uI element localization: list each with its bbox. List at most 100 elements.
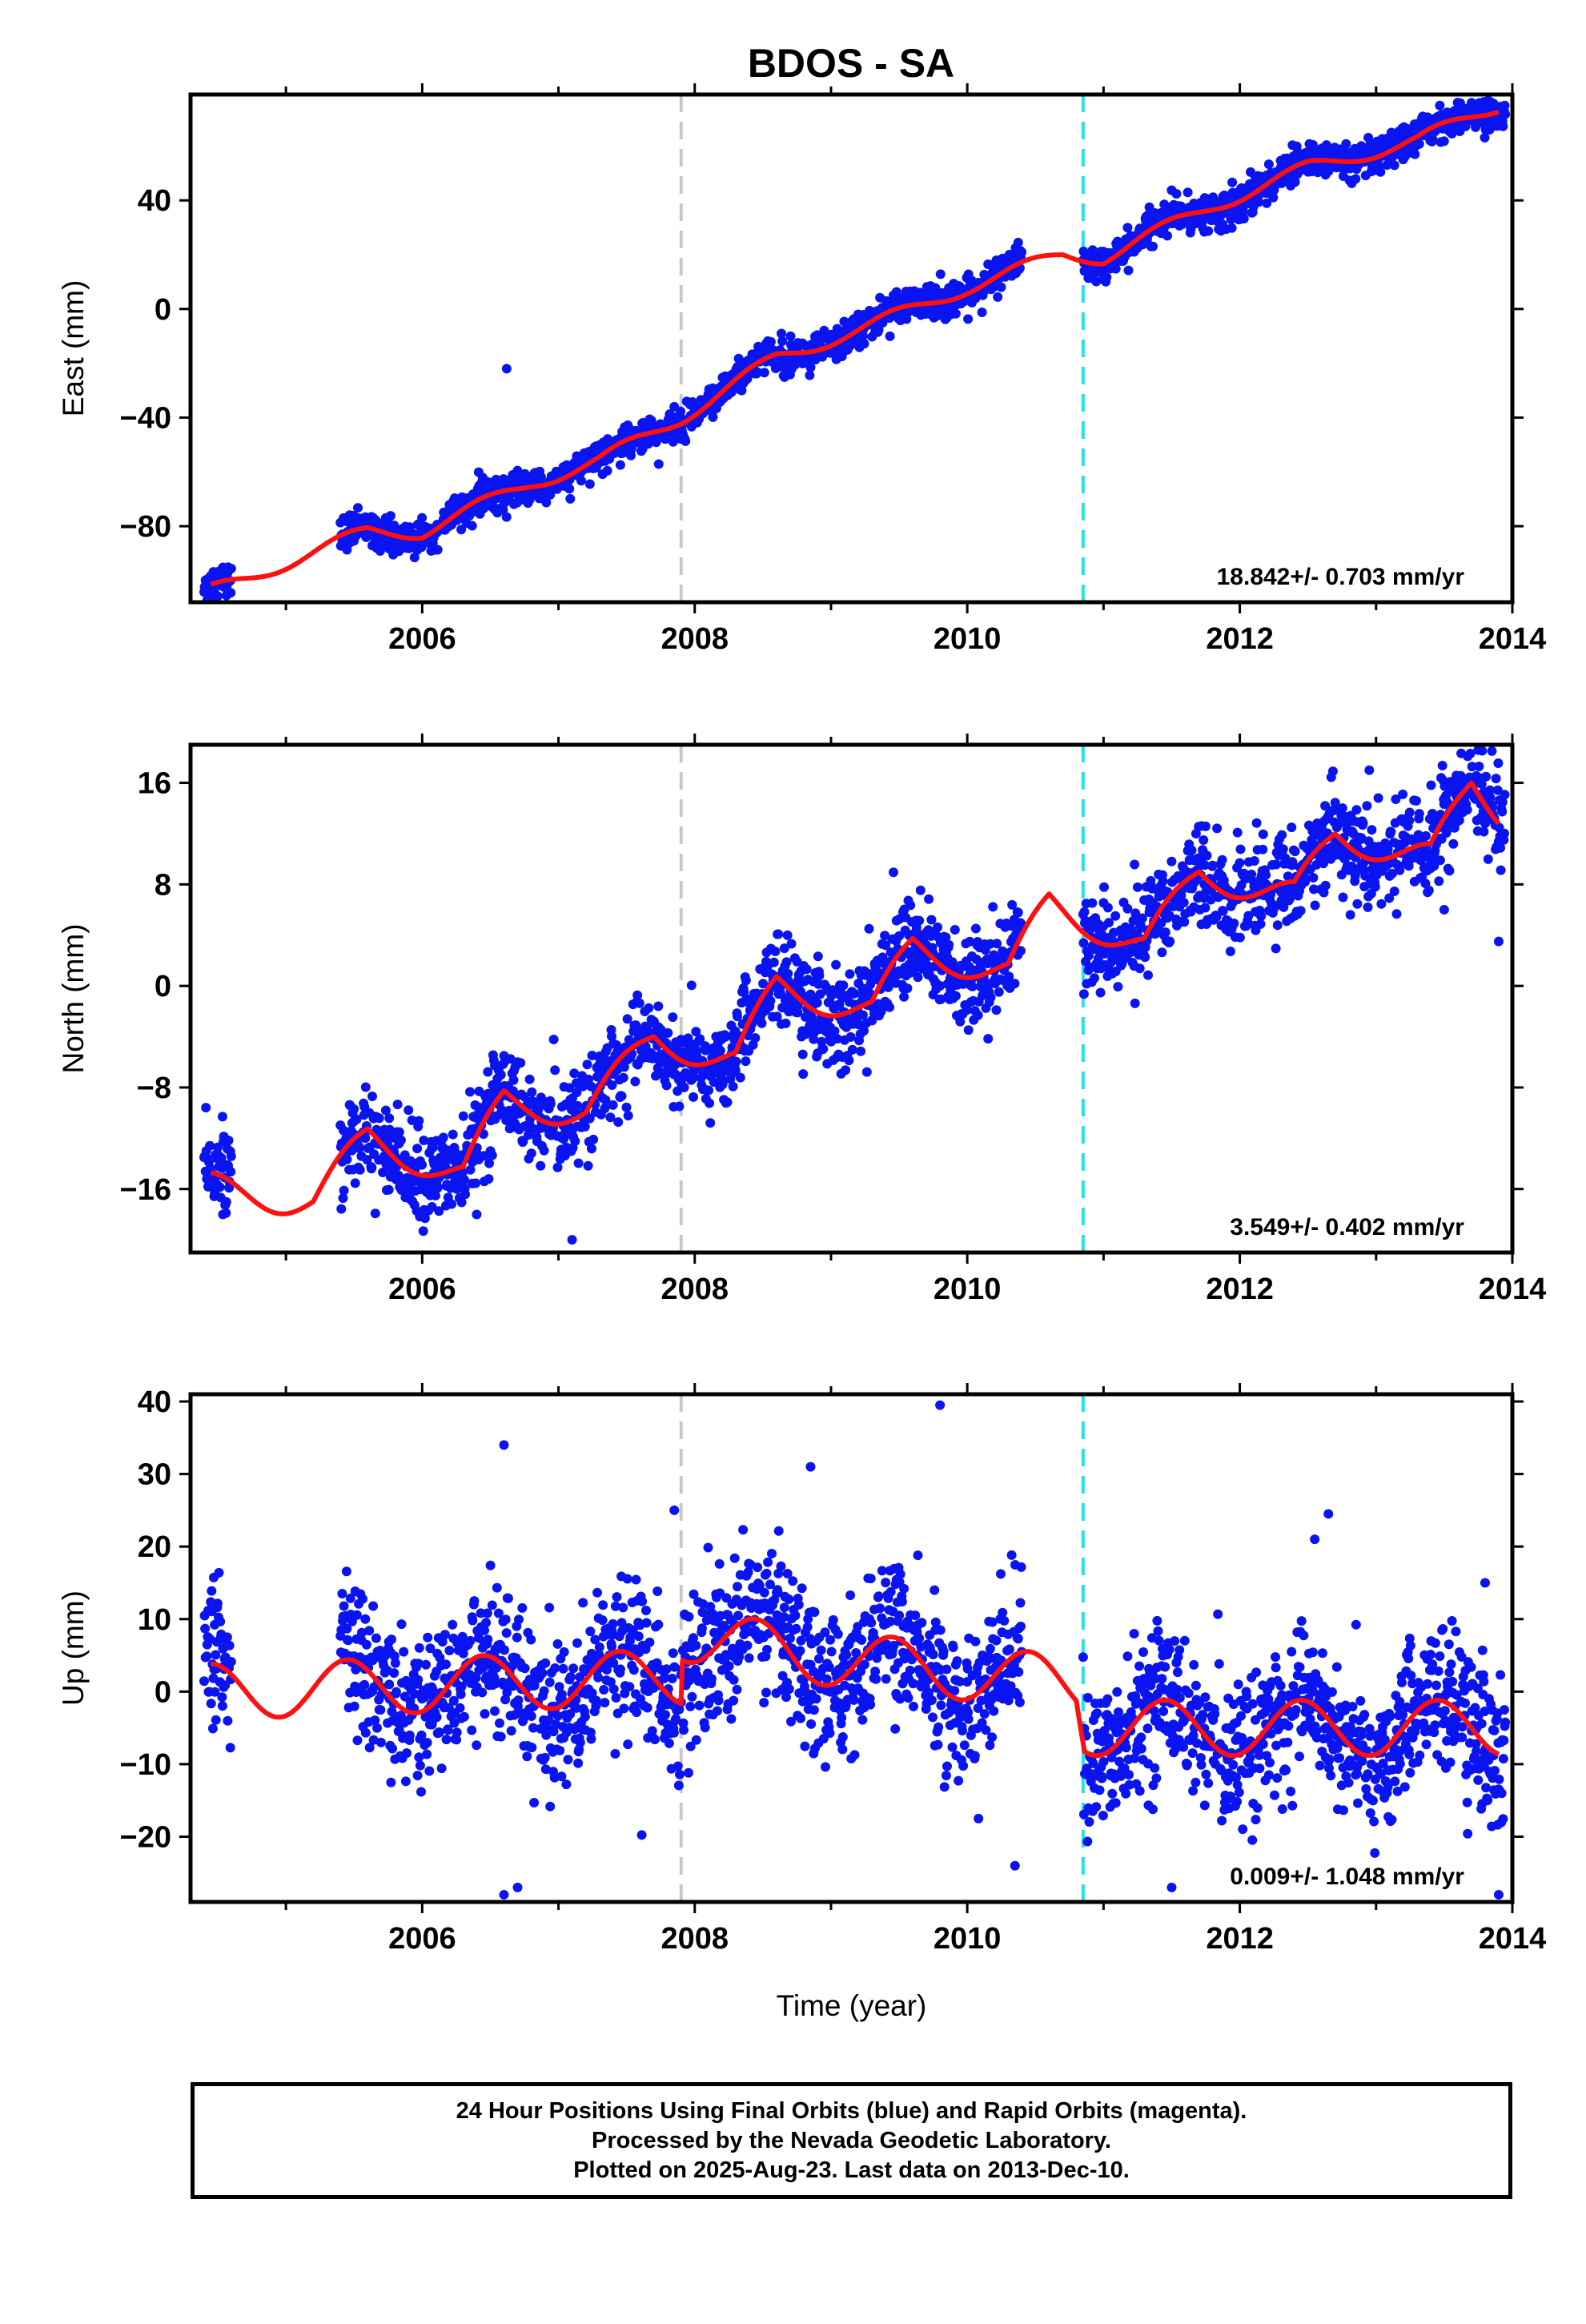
data-point [1178,898,1189,908]
data-point [668,436,678,447]
data-point [864,923,874,934]
data-point [1345,910,1355,920]
data-point [1179,917,1190,927]
data-point [983,1034,994,1044]
data-point [396,1619,407,1630]
data-point [777,328,786,339]
data-point [456,1681,467,1691]
data-point [623,1111,633,1121]
data-point [1414,809,1424,819]
data-point [391,1687,401,1697]
data-point [607,1080,617,1090]
data-point [367,1162,377,1172]
y-tick-label: 0 [155,293,171,327]
data-point [1448,838,1459,849]
data-point [522,1751,532,1762]
data-point [1421,830,1431,841]
data-point [608,1618,618,1629]
data-point [441,1659,451,1670]
y-tick-label: −8 [137,1072,171,1105]
data-point [1429,861,1439,871]
data-point [1258,844,1268,854]
data-point [527,1087,537,1097]
data-point [613,1117,624,1128]
data-point [528,1723,538,1733]
data-point [689,1092,698,1102]
data-point [777,336,788,346]
data-point [616,1618,627,1628]
data-point [1300,877,1311,887]
data-point [1427,134,1438,144]
data-point [444,1646,455,1655]
data-point [1212,823,1223,834]
data-point [217,1112,227,1122]
outlier-point [1487,746,1497,756]
data-point [902,983,913,994]
data-point [419,1136,429,1145]
data-point [1391,794,1401,804]
data-point [1102,272,1112,283]
x-tick-label: 2012 [1206,1273,1274,1306]
data-point [1370,882,1380,892]
data-point [1358,818,1368,828]
data-point [885,1002,895,1012]
data-point [349,1104,359,1114]
data-point [814,971,825,981]
data-point [578,1598,588,1608]
data-point [1243,911,1254,921]
data-point [540,1658,551,1668]
data-point [1498,121,1508,131]
data-point [1132,882,1142,892]
data-point [813,951,823,962]
data-point [721,1031,731,1042]
data-point [1148,241,1158,251]
data-point [847,1044,857,1055]
data-point [608,1684,619,1695]
data-point [781,1018,791,1028]
data-point [448,1695,459,1706]
data-point [513,1695,524,1706]
data-point [1287,822,1297,833]
data-point [575,1737,585,1747]
data-point [883,982,893,992]
data-point [1426,780,1436,790]
data-point [1232,827,1243,838]
data-point [642,1703,652,1713]
outlier-point [567,1235,577,1245]
data-point [805,362,816,372]
outlier-point [669,401,680,412]
data-point [1480,132,1490,143]
data-point [1130,859,1140,870]
data-point [857,331,868,341]
data-point [540,1764,551,1775]
data-point [555,1745,565,1755]
data-point [226,1167,236,1177]
data-point [578,1081,588,1092]
data-point [626,450,636,460]
data-point [1229,919,1239,928]
data-point [641,1618,652,1628]
data-point [1404,807,1415,818]
data-point [1404,815,1415,826]
data-point [796,987,805,997]
data-point [404,1105,414,1116]
x-tick-label: 2006 [388,622,456,656]
data-point [988,902,998,912]
y-tick-label: 8 [155,868,171,902]
data-point [221,1208,231,1218]
data-point [351,1114,362,1124]
data-point [423,1632,433,1642]
data-point [452,1727,462,1738]
data-point [471,1673,481,1683]
data-point [1182,187,1193,198]
data-point [207,1586,217,1596]
data-point [1186,845,1197,855]
data-point [374,1113,384,1124]
data-point [1295,906,1306,916]
data-point [584,479,595,489]
east-daily-positions [199,95,1511,602]
data-point [1123,265,1134,275]
data-point [407,1115,417,1125]
data-point [1320,801,1331,811]
